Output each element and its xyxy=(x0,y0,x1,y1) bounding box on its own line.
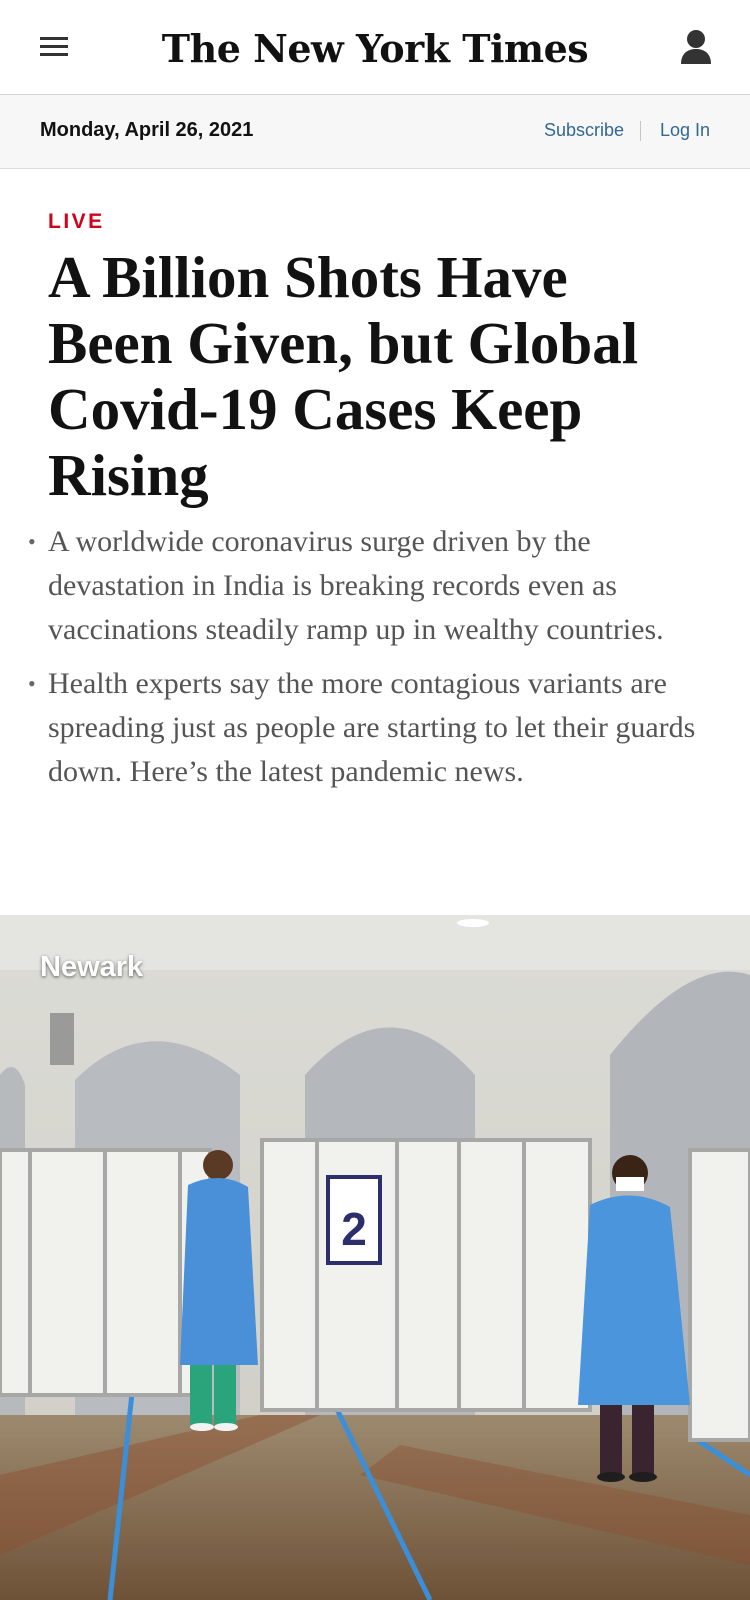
top-bar: The New York Times xyxy=(0,0,750,95)
nyt-logo[interactable]: The New York Times xyxy=(161,25,589,71)
summary-list: • A worldwide coronavirus surge driven b… xyxy=(28,520,703,804)
login-link[interactable]: Log In xyxy=(659,120,710,140)
summary-text: Health experts say the more contagious v… xyxy=(48,667,696,788)
health-worker-right xyxy=(578,1155,690,1482)
article-photo[interactable]: 2 Newark xyxy=(0,915,750,1600)
vaccination-site-image: 2 xyxy=(0,915,750,1600)
summary-item: • Health experts say the more contagious… xyxy=(28,662,703,794)
summary-text: A worldwide coronavirus surge driven by … xyxy=(48,525,664,646)
bullet-icon: • xyxy=(28,671,36,696)
date-bar: Monday, April 26, 2021 Subscribe Log In xyxy=(0,95,750,169)
hamburger-menu-icon[interactable] xyxy=(36,33,72,61)
health-worker-left xyxy=(180,1150,258,1431)
bullet-icon: • xyxy=(28,529,36,554)
article-headline[interactable]: A Billion Shots Have Been Given, but Glo… xyxy=(48,244,639,508)
user-account-icon[interactable] xyxy=(678,28,714,68)
summary-item: • A worldwide coronavirus surge driven b… xyxy=(28,520,703,652)
subscribe-link[interactable]: Subscribe xyxy=(543,120,624,140)
current-date: Monday, April 26, 2021 xyxy=(40,119,254,141)
auth-divider xyxy=(640,121,641,141)
photo-location-label: Newark xyxy=(40,951,144,983)
booth-number: 2 xyxy=(341,1203,367,1255)
live-label: LIVE xyxy=(48,210,105,233)
